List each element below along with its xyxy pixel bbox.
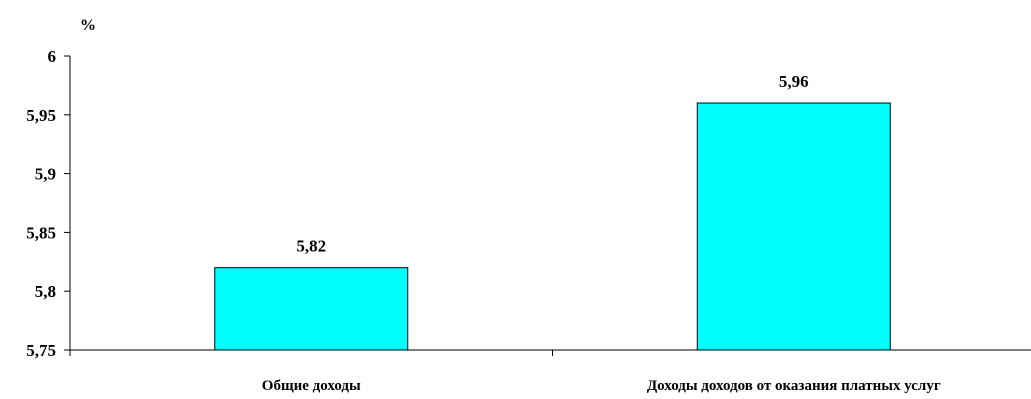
bars-group (214, 102, 891, 351)
x-axis: Общие доходы Доходы доходов от оказания п… (69, 349, 1031, 394)
bar-value-label: 5,96 (779, 72, 809, 91)
y-tick-label: 6 (48, 47, 57, 66)
bar (696, 102, 891, 351)
data-labels-group: 5,82 5,96 (296, 72, 808, 256)
bar-value-label: 5,82 (296, 237, 326, 256)
y-tick-label: 5,75 (26, 341, 56, 360)
y-tick-label: 5,95 (26, 106, 56, 125)
x-category-label: Доходы доходов от оказания платных услуг (647, 378, 941, 394)
x-category-label: Общие доходы (262, 378, 361, 394)
y-tick-label: 5,8 (35, 282, 56, 301)
bar (214, 267, 409, 351)
y-axis: 5,75 5,8 5,85 5,9 5,95 6 (26, 47, 71, 360)
y-axis-unit-label: % (80, 17, 96, 34)
y-tick-label: 5,9 (35, 165, 56, 184)
y-tick-label: 5,85 (26, 223, 56, 242)
